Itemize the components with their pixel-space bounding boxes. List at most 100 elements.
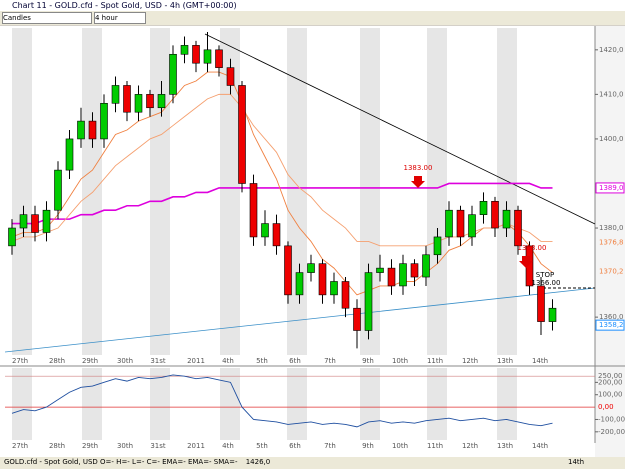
- period-select[interactable]: 4 hour: [94, 12, 146, 24]
- indicator-line: [12, 182, 553, 225]
- y-tick-label: 1360,0: [599, 313, 624, 321]
- price-axis-bg: [595, 26, 625, 469]
- y-tick-label: 1380,0: [599, 224, 624, 232]
- candle-body: [157, 94, 166, 109]
- x-tick-label: 12th: [462, 442, 478, 450]
- indicator-line: [11, 71, 553, 296]
- candle-body: [215, 49, 223, 68]
- arrow-marker: [519, 256, 533, 268]
- status-value: 1426,0: [245, 458, 271, 466]
- osc-tick-label: 200,00: [598, 378, 623, 386]
- candle-body: [353, 307, 361, 331]
- candle-body: [433, 236, 442, 256]
- day-band: [82, 368, 102, 440]
- annotation: 1368.00: [518, 244, 547, 252]
- chart-type-select[interactable]: Candles: [2, 12, 92, 24]
- x-tick-label: 9th: [362, 357, 374, 365]
- x-tick-label: 29th: [82, 442, 98, 450]
- candle-body: [399, 263, 407, 287]
- x-tick-label: 7th: [324, 357, 336, 365]
- candle-body: [272, 223, 281, 247]
- candle-body: [284, 245, 292, 296]
- x-tick-label: 27th: [12, 357, 28, 365]
- chart: 27th 27th 28th 28th 29th 29th 30th 30th 31st 31st…: [0, 26, 625, 469]
- x-tick-label: 2011: [187, 357, 205, 365]
- x-tick-label: 27th: [12, 442, 28, 450]
- osc-tick-label: 100,00: [598, 391, 623, 399]
- x-tick-label: 30th: [117, 357, 133, 365]
- price-marker-label: 1370,2: [599, 268, 624, 276]
- x-tick-label: 31st: [150, 442, 166, 450]
- day-band: [427, 28, 447, 355]
- x-tick-label: 13th: [497, 442, 513, 450]
- candle-body: [456, 209, 465, 238]
- x-tick-label: 10th: [392, 442, 408, 450]
- candle-body: [364, 272, 373, 331]
- x-tick-label: 2011: [187, 442, 205, 450]
- candle-body: [42, 209, 51, 233]
- arrow-marker: [411, 176, 425, 188]
- candle-body: [318, 263, 327, 296]
- y-tick-label: 1400,0: [599, 135, 624, 143]
- candle-body: [548, 307, 557, 322]
- x-tick-label: 5th: [256, 442, 268, 450]
- candle-body: [249, 183, 258, 238]
- x-tick-label: 13th: [497, 357, 513, 365]
- day-band: [12, 28, 32, 355]
- candle-body: [203, 49, 212, 64]
- osc-tick-label: -200,00: [598, 428, 625, 436]
- y-tick-label: 1420,0: [599, 46, 624, 54]
- candle-body: [180, 45, 189, 55]
- candle-body: [261, 223, 269, 238]
- candle-body: [134, 94, 143, 113]
- candle-body: [491, 201, 499, 229]
- status-bar: GOLD.cfd - Spot Gold, USD O=- H=- L=- C=…: [0, 457, 625, 469]
- x-tick-label: 30th: [117, 442, 133, 450]
- price-marker: [595, 182, 625, 194]
- osc-tick-label: 250,00: [598, 372, 623, 380]
- candle-body: [295, 272, 304, 296]
- candle-body: [376, 267, 384, 273]
- day-band: [82, 28, 102, 355]
- status-text: GOLD.cfd - Spot Gold, USD O=- H=- L=- C=…: [4, 458, 238, 466]
- candle-body: [88, 120, 97, 140]
- x-tick-label: 7th: [324, 442, 336, 450]
- candle-body: [445, 209, 453, 238]
- x-tick-label: 6th: [289, 442, 301, 450]
- x-tick-label: 28th: [49, 357, 65, 365]
- day-band: [497, 368, 517, 440]
- toolbar: Candles 4 hour: [0, 11, 625, 25]
- x-tick-label: 12th: [462, 357, 478, 365]
- candle-body: [307, 263, 315, 273]
- candle-body: [479, 201, 488, 215]
- x-tick-label: 14th: [532, 442, 548, 450]
- title-bar: Chart 11 - GOLD.cfd - Spot Gold, USD - 4…: [0, 0, 625, 11]
- day-band: [150, 28, 170, 355]
- candle-body: [192, 45, 200, 64]
- x-tick-label: 4th: [222, 442, 234, 450]
- candle-body: [146, 94, 154, 109]
- x-tick-label: 31st: [150, 357, 166, 365]
- price-marker-label: 1358,2: [599, 321, 624, 329]
- day-band: [220, 28, 240, 355]
- annotation: 1383.00: [404, 164, 433, 172]
- candle-body: [537, 285, 545, 322]
- x-tick-label: 6th: [289, 357, 301, 365]
- day-band: [497, 28, 517, 355]
- candle-body: [330, 281, 338, 296]
- x-tick-label: 29th: [82, 357, 98, 365]
- candle-body: [31, 214, 39, 233]
- candle-body: [77, 120, 85, 140]
- candle-body: [169, 53, 177, 95]
- candle-body: [8, 227, 16, 247]
- day-band: [12, 368, 32, 440]
- candle-body: [422, 254, 430, 278]
- x-tick-label: 10th: [392, 357, 408, 365]
- x-tick-label: 4th: [222, 357, 234, 365]
- osc-tick-label: -100,00: [598, 415, 625, 423]
- candle-body: [341, 281, 350, 309]
- candle-body: [387, 267, 396, 287]
- candle-body: [111, 85, 120, 104]
- day-band: [360, 368, 380, 440]
